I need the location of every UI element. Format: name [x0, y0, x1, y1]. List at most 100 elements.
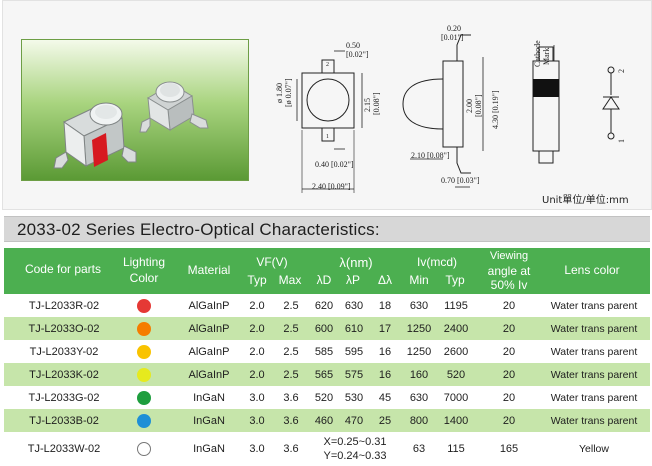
dim-430: 4.30 [0.19"]	[491, 90, 500, 129]
header-iv-min: Min	[409, 273, 429, 287]
header-angle: angle at	[487, 264, 531, 278]
color-dot	[137, 321, 151, 336]
cell-vf-max: 2.5	[283, 368, 299, 381]
header-vf: VF(V)	[256, 255, 288, 269]
dim-200: 2.00	[465, 99, 474, 113]
cell-delta-lambda: 16	[378, 345, 392, 358]
cell-iv-typ: 520	[446, 368, 466, 381]
table-row: TJ-L2033Y-02 AlGaInP 2.0 2.5 585 595 16 …	[4, 340, 650, 363]
cell-lens-color: Water trans parent	[550, 345, 638, 358]
cell-iv-typ: 1195	[444, 299, 468, 312]
dim-070: 0.70 [0.03"]	[441, 176, 480, 185]
header-iv: Iv(mcd)	[417, 255, 457, 269]
header-lambda-d: λD	[316, 273, 332, 287]
dim-240: 2.40 [0.09"]	[312, 182, 351, 191]
cell-vf-max: 3.6	[283, 391, 299, 404]
table-row: TJ-L2033W-02 InGaN 3.0 3.6 X=0.25~0.31 Y…	[4, 432, 650, 466]
cell-delta-lambda: 16	[378, 368, 392, 381]
cell-material: InGaN	[193, 414, 225, 427]
cell-chromaticity: X=0.25~0.31 Y=0.24~0.33	[310, 432, 400, 466]
cell-viewing-angle: 20	[502, 322, 516, 335]
table-header: Code for parts Lighting Color Material V…	[4, 248, 650, 294]
cell-vf-max: 2.5	[283, 345, 299, 358]
dim-020-inch: [0.01"]	[441, 33, 464, 42]
cell-iv-typ: 2600	[443, 345, 469, 358]
dim-215: 2.15	[363, 98, 372, 112]
cell-viewing-angle: 20	[502, 391, 516, 404]
cell-iv-typ: 2400	[443, 322, 469, 335]
cell-delta-lambda: 25	[378, 414, 392, 427]
header-50-iv: 50% Iv	[490, 278, 528, 292]
pin-2-label: 2	[617, 69, 626, 73]
cell-iv-typ: 115	[447, 443, 465, 455]
led-front-illustration	[53, 102, 137, 169]
cell-material: AlGaInP	[188, 368, 230, 381]
cell-lighting-color	[116, 409, 172, 432]
cell-material: InGaN	[193, 391, 225, 404]
cell-lighting-color	[116, 340, 172, 363]
cell-iv-min: 630	[409, 299, 429, 312]
color-dot	[137, 367, 151, 382]
cell-lambda-d: 460	[314, 414, 334, 427]
header-color: Color	[129, 271, 159, 285]
cell-delta-lambda: 18	[378, 299, 392, 312]
header-lambda: λ(nm)	[339, 255, 373, 270]
color-dot	[137, 442, 151, 456]
chromaticity-y: Y=0.24~0.33	[323, 450, 387, 462]
cell-iv-min: 1250	[406, 345, 432, 358]
cell-material: InGaN	[193, 443, 225, 455]
cell-vf-typ: 2.0	[249, 299, 265, 312]
pad-label-top: 2	[326, 62, 329, 68]
cell-material: AlGaInP	[188, 322, 230, 335]
cell-code: TJ-L2033Y-02	[29, 345, 99, 358]
cell-delta-lambda: 17	[378, 322, 392, 335]
header-vf-typ: Typ	[247, 273, 267, 287]
cell-vf-typ: 3.0	[249, 443, 265, 455]
cell-lens-color: Water trans parent	[550, 299, 638, 312]
color-dot	[137, 298, 151, 313]
cell-iv-min: 63	[412, 443, 426, 455]
cell-lambda-d: 600	[314, 322, 334, 335]
product-photo	[21, 39, 249, 181]
product-panel: 0.50 [0.02"] ø 1.80 [ø 0.07"] 2.15 [0.08…	[2, 0, 652, 210]
front-view-drawing	[296, 50, 363, 193]
cell-lambda-p: 595	[344, 345, 364, 358]
dimension-drawings: 0.50 [0.02"] ø 1.80 [ø 0.07"] 2.15 [0.08…	[275, 24, 626, 193]
cell-lighting-color	[116, 317, 172, 340]
header-delta-lambda: Δλ	[377, 273, 392, 287]
cell-lighting-color	[116, 386, 172, 409]
table-row: TJ-L2033R-02 AlGaInP 2.0 2.5 620 630 18 …	[4, 294, 650, 317]
cell-viewing-angle: 20	[502, 368, 516, 381]
cell-iv-min: 630	[409, 391, 429, 404]
color-dot	[137, 413, 151, 428]
header-lambda-p: λP	[345, 273, 360, 287]
cell-lighting-color	[116, 432, 172, 466]
cell-lambda-p: 630	[344, 299, 364, 312]
unit-note: Unit單位/单位:mm	[542, 195, 629, 206]
led-back-illustration	[139, 81, 209, 133]
characteristics-table: Code for parts Lighting Color Material V…	[4, 248, 650, 464]
cell-iv-min: 1250	[406, 322, 432, 335]
cell-lambda-d: 585	[314, 345, 334, 358]
cell-vf-max: 3.6	[283, 414, 299, 427]
dim-020: 0.20	[447, 24, 461, 33]
dim-210: 2.10 [0.08"]	[411, 151, 450, 160]
cell-viewing-angle: 20	[502, 299, 516, 312]
cell-iv-typ: 1400	[443, 414, 469, 427]
cell-code: TJ-L2033K-02	[29, 368, 99, 381]
cell-lens-color: Water trans parent	[550, 322, 638, 335]
cell-vf-typ: 3.0	[249, 391, 265, 404]
diode-schematic	[602, 66, 620, 140]
cell-lighting-color	[116, 294, 172, 317]
cell-iv-min: 800	[409, 414, 429, 427]
cell-code: TJ-L2033G-02	[28, 391, 100, 404]
table-row: TJ-L2033B-02 InGaN 3.0 3.6 460 470 25 80…	[4, 409, 650, 432]
cell-iv-min: 160	[409, 368, 429, 381]
cell-lambda-p: 470	[344, 414, 364, 427]
cell-lambda-d: 620	[314, 299, 334, 312]
pad-label-bottom: 1	[326, 134, 329, 140]
cell-vf-typ: 2.0	[249, 345, 265, 358]
cell-code: TJ-L2033R-02	[28, 299, 100, 312]
cell-material: AlGaInP	[188, 345, 230, 358]
header-viewing: Viewing	[489, 250, 529, 262]
